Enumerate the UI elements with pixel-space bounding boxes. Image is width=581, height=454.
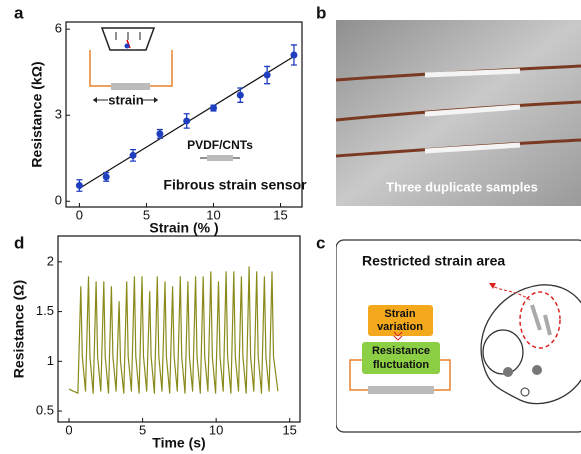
point [237, 92, 244, 99]
signal-line [69, 267, 278, 393]
x-tick-label: 15 [273, 207, 287, 222]
point [210, 105, 217, 112]
y-tick-label: 2 [47, 253, 54, 268]
photo-caption: Three duplicate samples [386, 179, 538, 194]
panel-label: d [14, 233, 24, 252]
point [183, 117, 190, 124]
y-tick-label: 1 [47, 353, 54, 368]
x-axis-label: Time (s) [152, 435, 205, 451]
box-text: fluctuation [373, 359, 429, 371]
x-tick-label: 0 [65, 422, 72, 437]
y-axis-label: Resistance (Ω) [11, 280, 27, 378]
material-label: PVDF/CNTs [187, 138, 253, 152]
point [130, 152, 137, 159]
y-tick-label: 6 [55, 21, 62, 36]
point [103, 173, 110, 180]
mouse-diagram [336, 240, 581, 432]
x-tick-label: 10 [209, 422, 223, 437]
x-tick-label: 5 [139, 422, 146, 437]
x-tick-label: 15 [282, 422, 296, 437]
box-text: Strain [384, 308, 415, 320]
y-tick-label: 0 [55, 193, 62, 208]
inset-label: strain [108, 92, 143, 107]
panel-label: c [316, 233, 325, 252]
point [156, 130, 163, 137]
point [76, 182, 83, 189]
box-text: Resistance [372, 345, 430, 357]
x-axis-label: Strain (% ) [149, 220, 218, 236]
photo [336, 20, 581, 206]
caption: Fibrous strain sensor [163, 177, 307, 193]
y-tick-label: 3 [55, 107, 62, 122]
y-tick-label: 1.5 [36, 303, 54, 318]
panel-label: b [316, 3, 326, 22]
figure: 051015036Strain (% )Resistance (kΩ)astra… [0, 0, 581, 454]
panel-label: a [14, 3, 24, 22]
x-tick-label: 0 [76, 207, 83, 222]
y-tick-label: 0.5 [36, 402, 54, 417]
y-axis-label: Resistance (kΩ) [29, 61, 45, 167]
box-text: variation [377, 321, 423, 333]
point [264, 72, 271, 79]
point [290, 51, 297, 58]
diagram-title: Restricted strain area [362, 253, 505, 269]
